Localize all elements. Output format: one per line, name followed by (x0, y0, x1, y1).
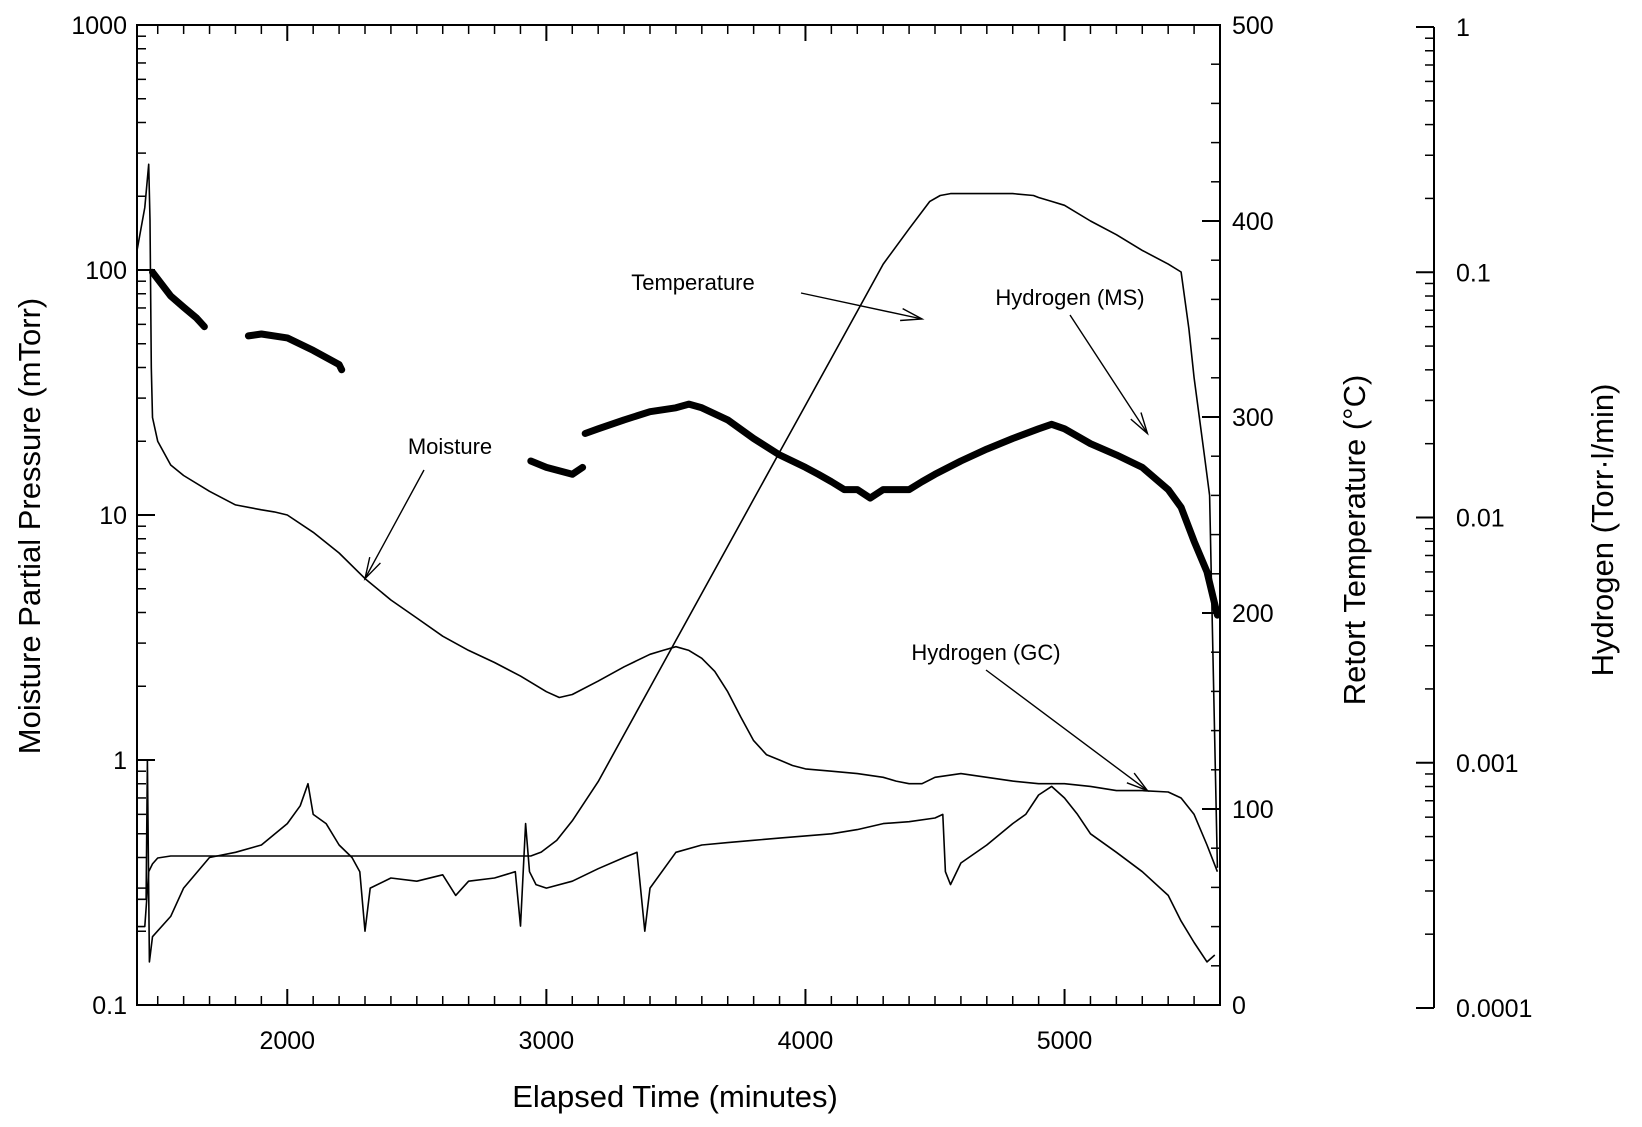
y-far-right-tick-label: 1 (1456, 14, 1470, 42)
y-right-tick-label: 300 (1232, 404, 1274, 432)
y-right-tick-label: 400 (1232, 208, 1274, 236)
y-left-tick-label: 1000 (71, 12, 127, 40)
y-left-axis-title: Moisture Partial Pressure (mTorr) (12, 298, 47, 754)
annotation-layer: Temperature Hydrogen (MS) Moisture Hydrogen… (363, 270, 1150, 793)
y-far-right-axis-title: Hydrogen (Torr·l/min) (1585, 384, 1620, 677)
hydrogen-ms-annotation-arrow (1069, 314, 1149, 434)
y-right-tick-label: 500 (1232, 12, 1274, 40)
y-left-tick-label: 100 (85, 257, 127, 285)
temperature-series (137, 192, 1219, 928)
x-tick-label: 3000 (519, 1027, 575, 1055)
hydrogen-ms-series-segment (149, 268, 208, 331)
series-layer (136, 163, 1221, 963)
hydrogen-gc-annotation-label: Hydrogen (GC) (911, 640, 1060, 665)
hydrogen-ms-series-segment (581, 400, 1221, 619)
temperature-annotation-label: Temperature (631, 270, 755, 295)
hydrogen-ms-series-segment (244, 330, 346, 374)
hydrogen-gc-series (137, 759, 1216, 963)
x-axis-title: Elapsed Time (minutes) (512, 1079, 838, 1114)
hydrogen-gc-annotation-arrow (985, 669, 1148, 792)
hydrogen-ms-annotation-label: Hydrogen (MS) (995, 285, 1144, 310)
y-far-right-tick-label: 0.001 (1456, 750, 1519, 778)
y-left-tick-label: 0.1 (92, 992, 127, 1020)
moisture-annotation-label: Moisture (408, 434, 492, 459)
y-left-tick-label: 10 (99, 502, 127, 530)
moisture-series (136, 163, 1219, 872)
x-tick-label: 2000 (259, 1027, 315, 1055)
temperature-annotation-arrow (800, 292, 923, 320)
y-right-tick-label: 200 (1232, 600, 1274, 628)
y-far-right-tick-label: 0.1 (1456, 259, 1491, 287)
moisture-annotation-arrowhead (363, 556, 381, 581)
y-far-right-tick-label: 0.0001 (1456, 995, 1532, 1023)
hydrogen-ms-series-segment (527, 457, 587, 478)
x-tick-label: 5000 (1037, 1027, 1093, 1055)
y-right-tick-label: 100 (1232, 796, 1274, 824)
x-tick-label: 4000 (778, 1027, 834, 1055)
hydrogen-ms-annotation-arrowhead (1130, 412, 1149, 436)
tick-layer: 2000 3000 4000 5000 0.1 1 10 100 1000 0 100 200 300 4… (71, 12, 1532, 1055)
temperature-annotation-arrowhead (900, 307, 925, 322)
y-right-tick-label: 0 (1232, 992, 1246, 1020)
y-right-axis-title: Retort Temperature (°C) (1337, 375, 1372, 706)
y-far-right-tick-label: 0.01 (1456, 505, 1505, 533)
hydrogen-gc-annotation-arrowhead (1126, 772, 1150, 793)
moisture-annotation-arrow (364, 469, 425, 579)
y-left-tick-label: 1 (113, 747, 127, 775)
